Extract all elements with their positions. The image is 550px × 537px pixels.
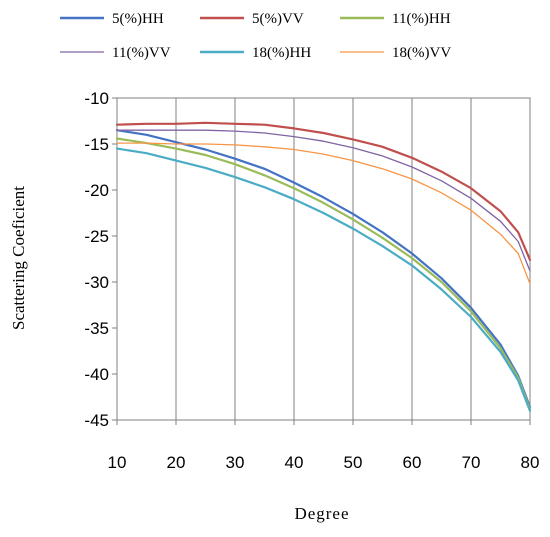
y-tick-label: -45 <box>84 411 109 430</box>
legend-label: 11(%)HH <box>392 11 451 27</box>
x-axis-title: Degree <box>294 504 349 523</box>
y-tick-label: -25 <box>84 227 109 246</box>
x-tick-label: 70 <box>462 453 481 472</box>
series-line-18(%)VV <box>116 142 531 285</box>
x-tick-label: 50 <box>344 453 363 472</box>
legend-label: 5(%)HH <box>112 11 164 27</box>
y-tick-label: -10 <box>84 89 109 108</box>
x-tick-label: 10 <box>108 453 127 472</box>
y-tick-label: -35 <box>84 319 109 338</box>
x-tick-label: 60 <box>403 453 422 472</box>
series-line-5(%)HH <box>115 129 532 409</box>
x-axis-ticks: 10 20 30 40 50 60 70 80 <box>108 420 540 472</box>
x-tick-label: 40 <box>285 453 304 472</box>
y-axis-ticks: -10 -15 -20 -25 -30 -35 -40 -45 <box>84 89 117 430</box>
series-line-5(%)VV <box>115 121 532 261</box>
legend-label: 11(%)VV <box>112 45 171 61</box>
y-axis-title: Scattering Coeficient <box>9 186 28 330</box>
legend: 5(%)HH 5(%)VV 11(%)HH 11(%)VV 18(%)HH 18(%)VV <box>60 11 451 61</box>
y-tick-label: -30 <box>84 273 109 292</box>
y-tick-label: -20 <box>84 181 109 200</box>
legend-label: 5(%)VV <box>252 11 304 27</box>
series-line-11(%)VV <box>116 129 531 272</box>
y-tick-label: -40 <box>84 365 109 384</box>
gridlines <box>175 98 472 420</box>
series-line-18(%)HH <box>115 147 532 412</box>
legend-label: 18(%)HH <box>252 45 311 61</box>
legend-label: 18(%)VV <box>392 45 451 61</box>
x-tick-label: 80 <box>521 453 540 472</box>
y-tick-label: -15 <box>84 135 109 154</box>
series-line-11(%)HH <box>115 137 532 411</box>
series-lines <box>115 121 532 412</box>
plot-area <box>116 97 531 421</box>
x-tick-label: 20 <box>167 453 186 472</box>
x-tick-label: 30 <box>226 453 245 472</box>
